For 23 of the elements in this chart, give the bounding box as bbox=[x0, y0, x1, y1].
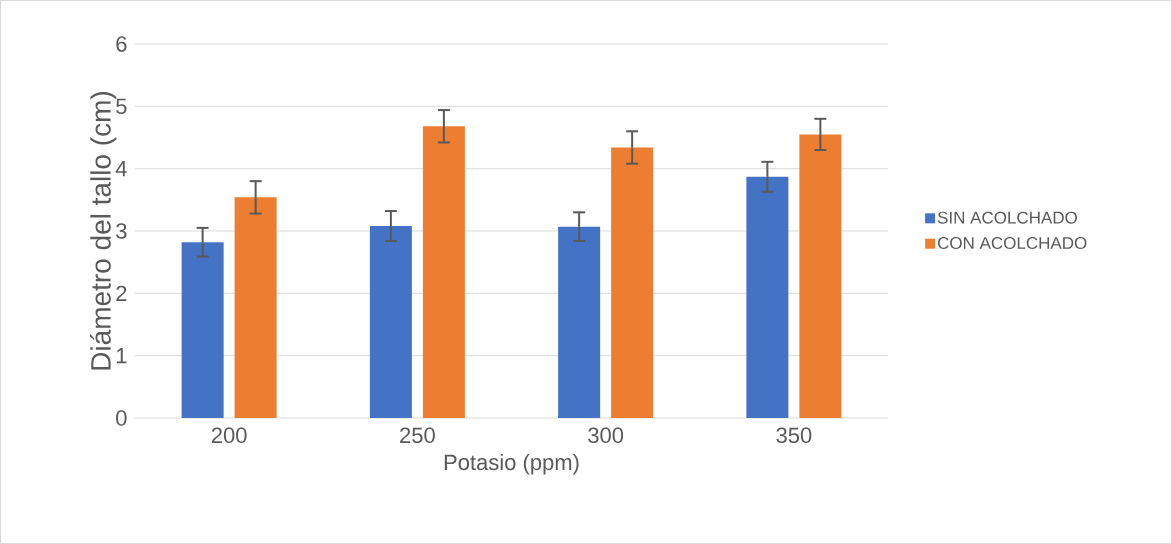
legend-label: SIN ACOLCHADO bbox=[937, 211, 1077, 224]
bar bbox=[558, 226, 601, 418]
y-tick-label: 3 bbox=[116, 223, 127, 239]
x-axis-title: Potasio (ppm) bbox=[444, 453, 579, 475]
y-tick-label: 1 bbox=[116, 348, 127, 364]
bar bbox=[369, 226, 412, 418]
bar bbox=[799, 134, 842, 418]
x-tick-label: 200 bbox=[211, 427, 247, 444]
bar bbox=[234, 197, 277, 418]
y-tick-label: 4 bbox=[115, 161, 127, 177]
y-axis-title: Diámetro del tallo (cm) bbox=[89, 91, 117, 370]
y-tick-label: 5 bbox=[116, 98, 127, 115]
bar bbox=[746, 176, 789, 418]
legend-label: CON ACOLCHADO bbox=[937, 237, 1087, 250]
x-tick-label: 300 bbox=[588, 427, 624, 444]
x-tick-label: 250 bbox=[400, 427, 435, 444]
bar bbox=[422, 126, 465, 418]
y-tick-label: 0 bbox=[116, 410, 127, 426]
y-tick-label: 2 bbox=[116, 285, 127, 302]
bar bbox=[181, 242, 224, 418]
y-tick-label: 6 bbox=[116, 36, 127, 52]
x-tick-label: 350 bbox=[776, 427, 812, 444]
bar bbox=[611, 147, 654, 418]
